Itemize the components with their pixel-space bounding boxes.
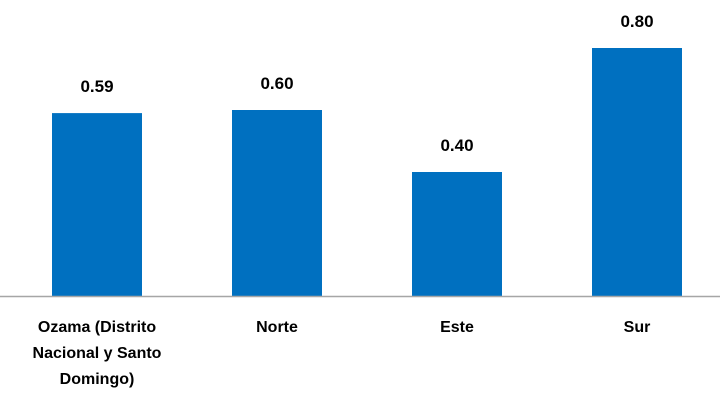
category-label-1-line-0: Norte — [256, 319, 298, 336]
bar-0 — [52, 113, 142, 296]
category-label-0-line-2: Domingo) — [60, 371, 135, 388]
bar-2 — [412, 172, 502, 296]
data-label-3: 0.80 — [620, 12, 653, 31]
bar-3 — [592, 48, 682, 296]
value-labels-group: 0.59 0.60 0.40 0.80 — [80, 12, 653, 155]
bars-group — [52, 48, 682, 296]
data-label-0: 0.59 — [80, 77, 113, 96]
category-label-2-line-0: Este — [440, 319, 474, 336]
category-label-0-line-0: Ozama (Distrito — [38, 319, 156, 336]
category-labels-group: Ozama (Distrito Nacional y Santo Domingo) N… — [33, 319, 651, 388]
data-label-2: 0.40 — [440, 136, 473, 155]
data-label-1: 0.60 — [260, 74, 293, 93]
category-label-3-line-0: Sur — [624, 319, 651, 336]
category-label-0-line-1: Nacional y Santo — [33, 345, 162, 362]
bar-1 — [232, 110, 322, 296]
